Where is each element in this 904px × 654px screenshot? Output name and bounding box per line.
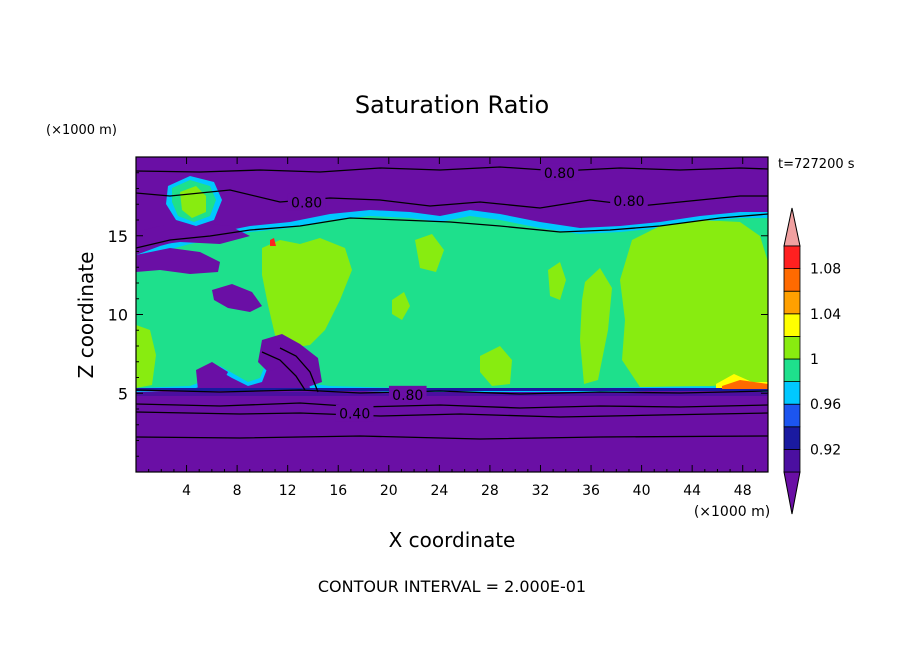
- contour-line: [136, 402, 768, 409]
- moist-patch: [300, 262, 318, 298]
- dry-intrusion: [136, 248, 220, 274]
- x-tick-label: 8: [233, 483, 242, 499]
- contour-label: 0.40: [339, 407, 370, 423]
- saturation-field: [136, 157, 768, 472]
- dry-intrusion: [258, 334, 322, 388]
- colorbar-swatch: [783, 381, 801, 405]
- x-tick-label: 36: [582, 483, 600, 499]
- contour-label-bg: [388, 385, 427, 403]
- contour-line: [279, 347, 319, 393]
- contour-line: [136, 166, 768, 173]
- moist-patch: [392, 292, 410, 320]
- moist-patch: [548, 262, 566, 300]
- y-tick-label: 5: [118, 384, 128, 403]
- colorbar-swatch: [783, 335, 801, 360]
- colorbar: 0.92 0.96 1 1.04 1.08: [783, 207, 841, 515]
- contour-label: 0.80: [392, 388, 423, 404]
- contour-line: [136, 389, 768, 395]
- contour-label: 0.80: [291, 196, 322, 212]
- contour-line: [136, 189, 768, 209]
- x-tick-label: 16: [329, 483, 347, 499]
- contour-labels: 0.80 0.80 0.80 0.80 0.40: [287, 163, 648, 423]
- colorbar-label: 0.96: [810, 397, 841, 413]
- x-axis-ticks: 4 8 12 16 20 24 28 32 36 40 44 48: [148, 157, 756, 499]
- y-tick-label: 10: [108, 306, 128, 325]
- moist-patch: [480, 346, 512, 386]
- x-axis-label: X coordinate: [389, 528, 516, 552]
- contour-label: 0.80: [544, 166, 575, 182]
- supersaturation-patch: [270, 238, 276, 246]
- moist-patch: [620, 220, 768, 388]
- contour-line: [261, 351, 306, 391]
- x-tick-label: 24: [430, 483, 448, 499]
- contour-label-bg: [540, 163, 579, 181]
- colorbar-swatch: [783, 448, 801, 473]
- dry-intrusion: [212, 284, 262, 312]
- lower-dry-band: [136, 388, 768, 391]
- y-axis-ticks: 5 10 15: [108, 172, 768, 457]
- contour-line: [136, 213, 768, 249]
- x-tick-label: 32: [532, 483, 550, 499]
- dry-intrusion: [136, 222, 250, 246]
- lower-dry-band: [136, 392, 768, 396]
- y-axis-label: Z coordinate: [74, 252, 98, 379]
- colorbar-over-arrow: [783, 207, 801, 247]
- x-axis-unit: (×1000 m): [694, 504, 770, 520]
- dry-intrusion: [196, 362, 228, 390]
- moist-patch: [415, 234, 444, 272]
- z-axis-unit: (×1000 m): [46, 123, 117, 138]
- colorbar-swatch: [783, 313, 801, 337]
- colorbar-swatch: [783, 358, 801, 383]
- x-tick-label: 4: [182, 483, 191, 499]
- time-label: t=727200 s: [778, 157, 855, 172]
- x-tick-label: 20: [380, 483, 398, 499]
- moist-patch: [136, 325, 156, 388]
- x-tick-label: 12: [279, 483, 297, 499]
- x-tick-label: 40: [633, 483, 651, 499]
- contour-label-bg: [287, 193, 326, 211]
- x-tick-label: 44: [683, 483, 701, 499]
- contour-label: 0.80: [613, 194, 644, 210]
- contour-label-bg: [610, 192, 648, 210]
- colorbar-swatch: [783, 268, 801, 292]
- x-tick-label: 48: [734, 483, 752, 499]
- contour-interval-label: CONTOUR INTERVAL = 2.000E-01: [318, 577, 586, 596]
- colorbar-label: 0.92: [810, 442, 841, 458]
- colorbar-swatch: [783, 245, 801, 270]
- colorbar-swatch: [783, 403, 801, 428]
- colorbar-label: 1.04: [810, 307, 841, 323]
- colorbar-swatch: [783, 290, 801, 315]
- contour-label-bg: [335, 404, 374, 422]
- colorbar-under-arrow: [783, 471, 801, 515]
- contour-line: [136, 411, 768, 418]
- colorbar-swatch: [783, 426, 801, 450]
- colorbar-label: 1.08: [810, 262, 841, 278]
- contour-lines: [136, 166, 768, 440]
- x-tick-label: 28: [481, 483, 499, 499]
- supersaturation-patch: [722, 380, 768, 389]
- contour-line: [136, 435, 768, 440]
- moist-patch: [580, 268, 612, 384]
- chart-title: Saturation Ratio: [355, 91, 549, 119]
- y-tick-label: 15: [108, 227, 128, 246]
- colorbar-label: 1: [810, 352, 819, 368]
